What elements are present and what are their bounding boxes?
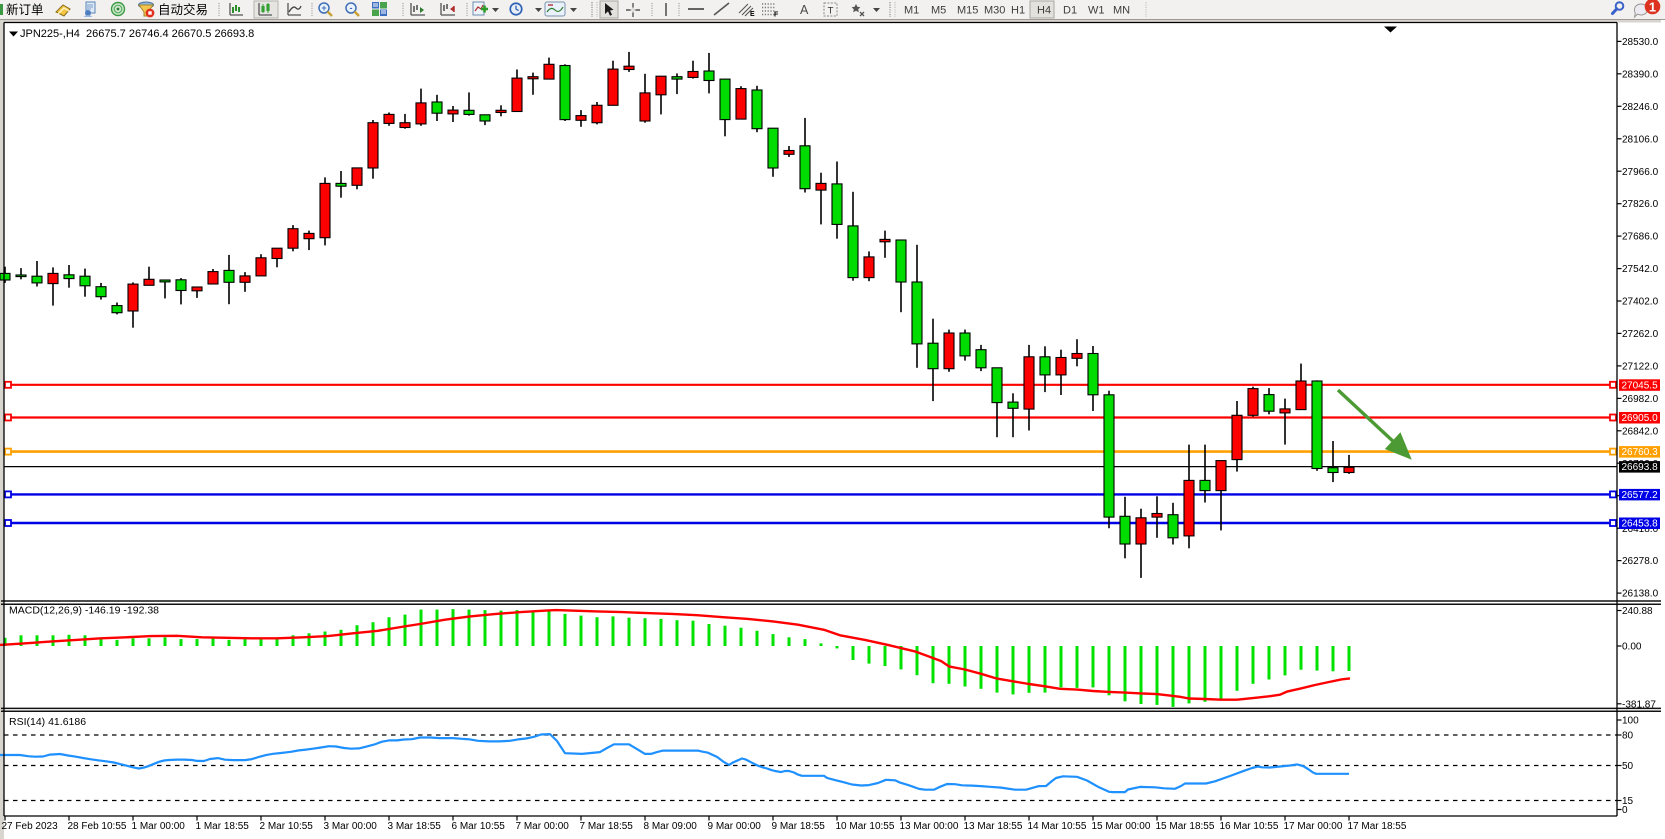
svg-text:9 Mar 18:55: 9 Mar 18:55 <box>772 821 826 832</box>
svg-text:3 Mar 00:00: 3 Mar 00:00 <box>324 821 378 832</box>
svg-text:9 Mar 00:00: 9 Mar 00:00 <box>708 821 762 832</box>
svg-text:+: + <box>321 3 326 13</box>
svg-text:M15: M15 <box>957 5 978 17</box>
svg-text:28246.0: 28246.0 <box>1622 102 1659 113</box>
svg-text:17 Mar 00:00: 17 Mar 00:00 <box>1284 821 1343 832</box>
svg-text:D1: D1 <box>1063 5 1077 17</box>
svg-text:MN: MN <box>1113 5 1130 17</box>
svg-text:26418.0: 26418.0 <box>1622 524 1659 535</box>
svg-text:15 Mar 18:55: 15 Mar 18:55 <box>1156 821 1215 832</box>
svg-text:27542.0: 27542.0 <box>1622 264 1659 275</box>
svg-text:-381.87: -381.87 <box>1622 699 1656 710</box>
svg-text:28106.0: 28106.0 <box>1622 134 1659 145</box>
svg-text:7 Mar 00:00: 7 Mar 00:00 <box>516 821 570 832</box>
svg-text:1 Mar 18:55: 1 Mar 18:55 <box>196 821 250 832</box>
svg-text:MACD(12,26,9) -146.19 -192.38: MACD(12,26,9) -146.19 -192.38 <box>9 605 159 617</box>
svg-text:28530.0: 28530.0 <box>1622 37 1659 48</box>
svg-text:M1: M1 <box>904 5 919 17</box>
svg-text:27966.0: 27966.0 <box>1622 167 1659 178</box>
svg-text:3 Mar 18:55: 3 Mar 18:55 <box>388 821 442 832</box>
svg-text:自动交易: 自动交易 <box>158 2 208 17</box>
svg-text:7 Mar 18:55: 7 Mar 18:55 <box>580 821 634 832</box>
svg-text:10 Mar 10:55: 10 Mar 10:55 <box>836 821 895 832</box>
svg-text:26138.0: 26138.0 <box>1622 589 1659 600</box>
svg-text:26905.0: 26905.0 <box>1622 413 1659 424</box>
svg-text:26453.8: 26453.8 <box>1622 519 1659 530</box>
svg-text:2 Mar 10:55: 2 Mar 10:55 <box>260 821 314 832</box>
svg-text:F: F <box>774 12 779 19</box>
svg-text:6 Mar 10:55: 6 Mar 10:55 <box>452 821 506 832</box>
svg-text:26693.8: 26693.8 <box>1622 462 1659 473</box>
svg-text:E: E <box>750 11 755 18</box>
svg-text:26760.3: 26760.3 <box>1622 447 1659 458</box>
svg-text:H4: H4 <box>1037 5 1051 17</box>
svg-text:H1: H1 <box>1011 5 1025 17</box>
svg-text:26982.0: 26982.0 <box>1622 394 1659 405</box>
svg-text:M30: M30 <box>984 5 1005 17</box>
svg-text:1 Mar 00:00: 1 Mar 00:00 <box>132 821 186 832</box>
svg-text:13 Mar 00:00: 13 Mar 00:00 <box>900 821 959 832</box>
svg-text:15: 15 <box>1622 796 1634 807</box>
svg-text:14 Mar 10:55: 14 Mar 10:55 <box>1028 821 1087 832</box>
svg-text:13 Mar 18:55: 13 Mar 18:55 <box>964 821 1023 832</box>
svg-text:RSI(14) 41.6186: RSI(14) 41.6186 <box>9 716 86 728</box>
svg-text:W1: W1 <box>1088 5 1105 17</box>
svg-text:27402.0: 27402.0 <box>1622 297 1659 308</box>
svg-text:0.00: 0.00 <box>1622 642 1642 653</box>
svg-text:M5: M5 <box>931 5 946 17</box>
svg-text:240.88: 240.88 <box>1622 606 1653 617</box>
svg-text:50: 50 <box>1622 761 1634 772</box>
svg-text:27262.0: 27262.0 <box>1622 329 1659 340</box>
svg-text:28390.0: 28390.0 <box>1622 69 1659 80</box>
svg-text:8 Mar 09:00: 8 Mar 09:00 <box>644 821 698 832</box>
svg-text:80: 80 <box>1622 731 1634 742</box>
svg-text:0: 0 <box>1622 805 1628 816</box>
svg-text:T: T <box>828 6 834 17</box>
svg-text:26842.0: 26842.0 <box>1622 426 1659 437</box>
svg-text:26278.0: 26278.0 <box>1622 556 1659 567</box>
svg-text:JPN225-,H4 26675.7 26746.4 26: JPN225-,H4 26675.7 26746.4 26670.5 26693… <box>20 28 254 40</box>
svg-text:15 Mar 00:00: 15 Mar 00:00 <box>1092 821 1151 832</box>
svg-text:新订单: 新订单 <box>6 2 44 17</box>
svg-text:1: 1 <box>1649 0 1656 14</box>
svg-text:27045.5: 27045.5 <box>1622 380 1659 391</box>
svg-text:27686.0: 27686.0 <box>1622 232 1659 243</box>
svg-text:27 Feb 2023: 27 Feb 2023 <box>2 821 59 832</box>
svg-text:-: - <box>350 3 353 13</box>
svg-text:27122.0: 27122.0 <box>1622 362 1659 373</box>
svg-text:27826.0: 27826.0 <box>1622 199 1659 210</box>
svg-text:17 Mar 18:55: 17 Mar 18:55 <box>1348 821 1407 832</box>
svg-text:28 Feb 10:55: 28 Feb 10:55 <box>68 821 127 832</box>
svg-text:100: 100 <box>1622 716 1639 727</box>
svg-text:16 Mar 10:55: 16 Mar 10:55 <box>1220 821 1279 832</box>
svg-text:A: A <box>800 3 809 17</box>
svg-text:26577.2: 26577.2 <box>1622 490 1659 501</box>
